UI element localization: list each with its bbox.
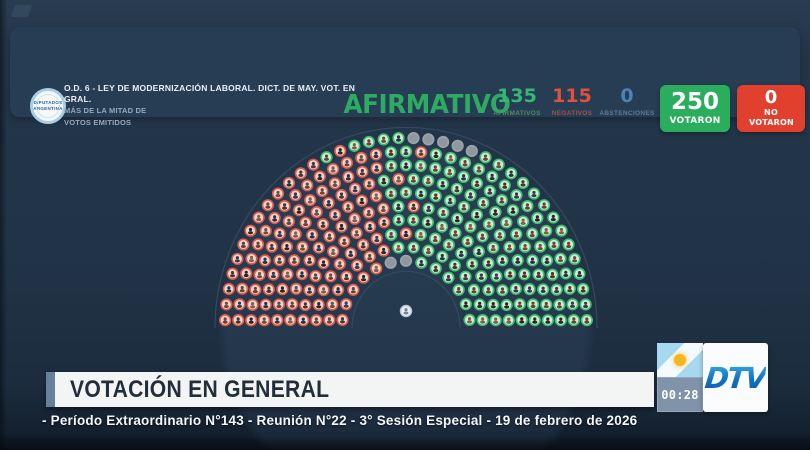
voted-label: VOTARON: [669, 116, 721, 126]
counter-affirmative: 135 AFIRMATIVOS: [488, 85, 546, 118]
dtv-logo: DTV: [703, 360, 768, 395]
motion-block: O.D. 6 - LEY DE MODERNIZACIÓN LABORAL. D…: [64, 83, 364, 128]
voted-count: 250: [670, 89, 719, 115]
session-info: - Período Extraordinario N°143 - Reunión…: [42, 413, 638, 428]
counter-abstentions: 0 ABSTENCIONES: [594, 85, 660, 118]
results-panel: DIPUTADOS ARGENTINA O.D. 6 - LEY DE MODE…: [10, 27, 805, 132]
logo-ring: [36, 94, 60, 118]
majority-note-line1: MÁS DE LA MITAD DE: [64, 106, 147, 116]
negative-count: 115: [552, 85, 592, 107]
left-edge-shade: [0, 0, 7, 450]
abstentions-count: 0: [620, 85, 634, 107]
lower-third-title: VOTACIÓN EN GENERAL: [70, 376, 330, 403]
negative-label: NEGATIVOS: [551, 110, 593, 117]
not-voted-label: NO VOTARON: [749, 108, 794, 127]
majority-note-line2: VOTOS EMITIDOS: [64, 118, 132, 127]
sun-icon: [674, 354, 686, 366]
not-voted-box: 0 NO VOTARON: [737, 85, 805, 132]
counter-negative: 115 NEGATIVOS: [546, 85, 598, 118]
voted-box: 250 VOTARON: [660, 85, 730, 132]
corner-graphic: [11, 5, 32, 17]
lower-third-banner: VOTACIÓN EN GENERAL: [46, 372, 654, 407]
motion-title-line2: GRAL.: [64, 93, 92, 104]
bottom-fade: [0, 436, 810, 450]
argentina-flag-icon: [657, 343, 703, 377]
abstentions-label: ABSTENCIONES: [599, 110, 655, 117]
motion-title-line1: O.D. 6 - LEY DE MODERNIZACIÓN LABORAL. D…: [64, 83, 356, 93]
flag-timer-column: 00:28: [657, 343, 703, 412]
banner-accent-bar: [46, 372, 55, 407]
dtv-logo-box: DTV: [703, 343, 768, 412]
diputados-logo-icon: DIPUTADOS ARGENTINA: [30, 88, 66, 124]
affirmative-label: AFIRMATIVOS: [493, 110, 541, 117]
vote-timer: 00:28: [657, 377, 703, 412]
hemicycle-chart: [214, 126, 598, 329]
affirmative-count: 135: [497, 85, 537, 107]
not-voted-count: 0: [764, 87, 778, 109]
